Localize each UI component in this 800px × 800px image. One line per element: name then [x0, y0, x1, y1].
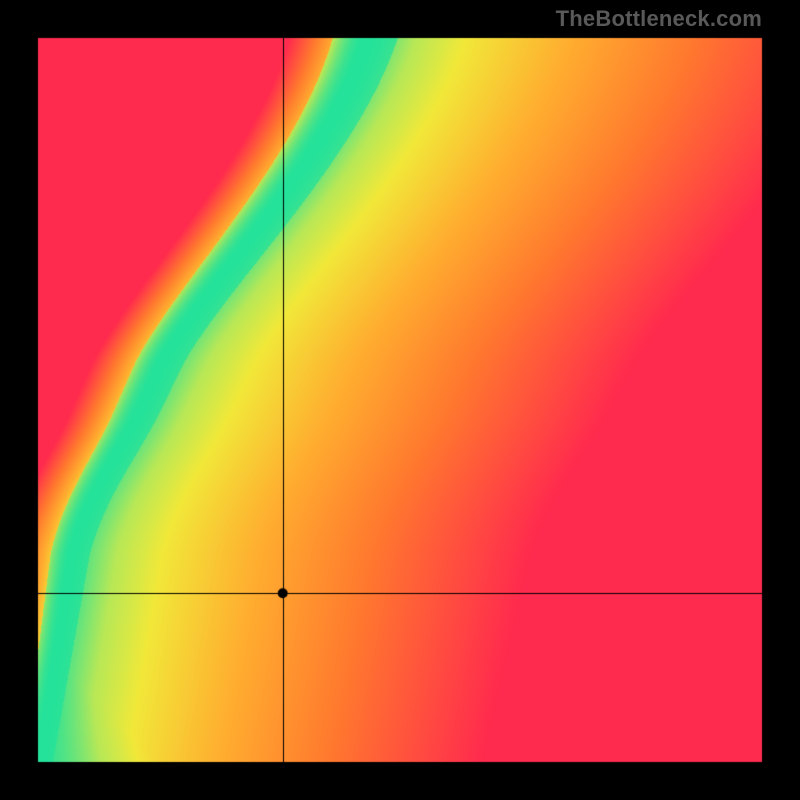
- attribution-text: TheBottleneck.com: [556, 6, 762, 32]
- bottleneck-heatmap: [0, 0, 800, 800]
